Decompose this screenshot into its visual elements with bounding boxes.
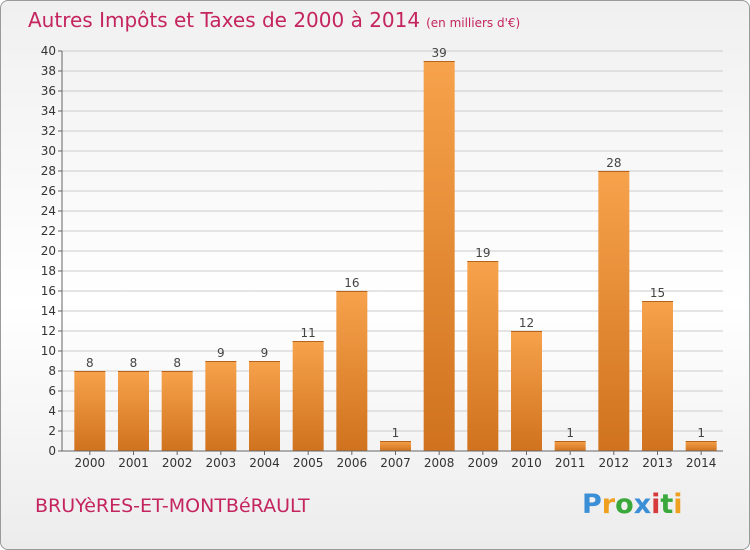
y-tick-label: 36 bbox=[41, 84, 56, 98]
bar bbox=[642, 301, 673, 451]
bar bbox=[380, 441, 411, 451]
y-tick-label: 12 bbox=[41, 324, 56, 338]
x-tick-label: 2010 bbox=[511, 456, 542, 470]
bar-value-label: 1 bbox=[566, 426, 574, 440]
x-tick-label: 2009 bbox=[468, 456, 499, 470]
bar-value-label: 9 bbox=[261, 346, 269, 360]
y-tick-label: 24 bbox=[41, 204, 56, 218]
y-tick-label: 34 bbox=[41, 104, 56, 118]
bar bbox=[467, 261, 499, 451]
bar bbox=[74, 371, 106, 451]
x-tick-label: 2014 bbox=[686, 456, 717, 470]
bar-value-label: 8 bbox=[130, 356, 138, 370]
bar bbox=[292, 341, 324, 451]
y-tick-label: 28 bbox=[41, 164, 56, 178]
bar bbox=[161, 371, 193, 451]
bar-value-label: 8 bbox=[173, 356, 181, 370]
bar-value-label: 39 bbox=[432, 46, 447, 60]
bar bbox=[511, 331, 542, 451]
x-tick-label: 2008 bbox=[424, 456, 455, 470]
x-tick-label: 2005 bbox=[293, 456, 324, 470]
logo-letter: P bbox=[582, 489, 602, 520]
bar-value-label: 15 bbox=[650, 286, 665, 300]
bar bbox=[249, 361, 280, 451]
logo-letter: x bbox=[633, 489, 652, 520]
logo-letter: i bbox=[673, 489, 683, 520]
bar-value-label: 8 bbox=[86, 356, 94, 370]
y-tick-label: 0 bbox=[48, 444, 56, 458]
x-tick-label: 2002 bbox=[162, 456, 193, 470]
x-tick-label: 2011 bbox=[555, 456, 586, 470]
logo-letter: r bbox=[601, 489, 616, 520]
chart-title-text: Autres Impôts et Taxes de 2000 à 2014 bbox=[28, 8, 421, 32]
bar bbox=[205, 361, 237, 451]
bar-value-label: 12 bbox=[519, 316, 534, 330]
y-tick-label: 10 bbox=[41, 344, 56, 358]
bar-value-label: 9 bbox=[217, 346, 225, 360]
y-tick-label: 26 bbox=[41, 184, 56, 198]
logo-letter: o bbox=[615, 489, 634, 520]
bar bbox=[336, 291, 368, 451]
y-tick-label: 14 bbox=[41, 304, 56, 318]
y-tick-label: 6 bbox=[48, 384, 56, 398]
bar-value-label: 19 bbox=[475, 246, 490, 260]
x-tick-label: 2007 bbox=[380, 456, 411, 470]
y-tick-label: 8 bbox=[48, 364, 56, 378]
bar-value-label: 11 bbox=[301, 326, 316, 340]
y-tick-label: 40 bbox=[41, 44, 56, 58]
x-tick-label: 2013 bbox=[642, 456, 673, 470]
bar-value-label: 16 bbox=[344, 276, 359, 290]
x-tick-label: 2003 bbox=[206, 456, 237, 470]
x-tick-label: 2000 bbox=[75, 456, 106, 470]
chart-title: Autres Impôts et Taxes de 2000 à 2014 (en… bbox=[28, 8, 520, 32]
logo-letter: i bbox=[651, 489, 661, 520]
bar bbox=[554, 441, 586, 451]
chart-subtitle: (en milliers d'€) bbox=[426, 16, 521, 30]
x-tick-label: 2006 bbox=[337, 456, 368, 470]
commune-name: BRUYèRES-ET-MONTBéRAULT bbox=[35, 495, 310, 517]
y-tick-label: 18 bbox=[41, 264, 56, 278]
y-tick-label: 22 bbox=[41, 224, 56, 238]
logo-letter: t bbox=[660, 489, 674, 520]
bar bbox=[118, 371, 149, 451]
x-tick-label: 2001 bbox=[118, 456, 149, 470]
y-tick-label: 38 bbox=[41, 64, 56, 78]
y-tick-label: 16 bbox=[41, 284, 56, 298]
bar-value-label: 1 bbox=[697, 426, 705, 440]
x-tick-label: 2012 bbox=[599, 456, 630, 470]
bar-value-label: 1 bbox=[392, 426, 400, 440]
bar bbox=[423, 61, 455, 451]
y-tick-label: 32 bbox=[41, 124, 56, 138]
bar-value-label: 28 bbox=[606, 156, 621, 170]
bar bbox=[685, 441, 717, 451]
y-tick-label: 2 bbox=[48, 424, 56, 438]
y-tick-label: 4 bbox=[48, 404, 56, 418]
y-tick-label: 20 bbox=[41, 244, 56, 258]
y-tick-label: 30 bbox=[41, 144, 56, 158]
x-tick-label: 2004 bbox=[249, 456, 280, 470]
proxiti-logo: Proxiti bbox=[582, 489, 683, 520]
bar bbox=[598, 171, 630, 451]
